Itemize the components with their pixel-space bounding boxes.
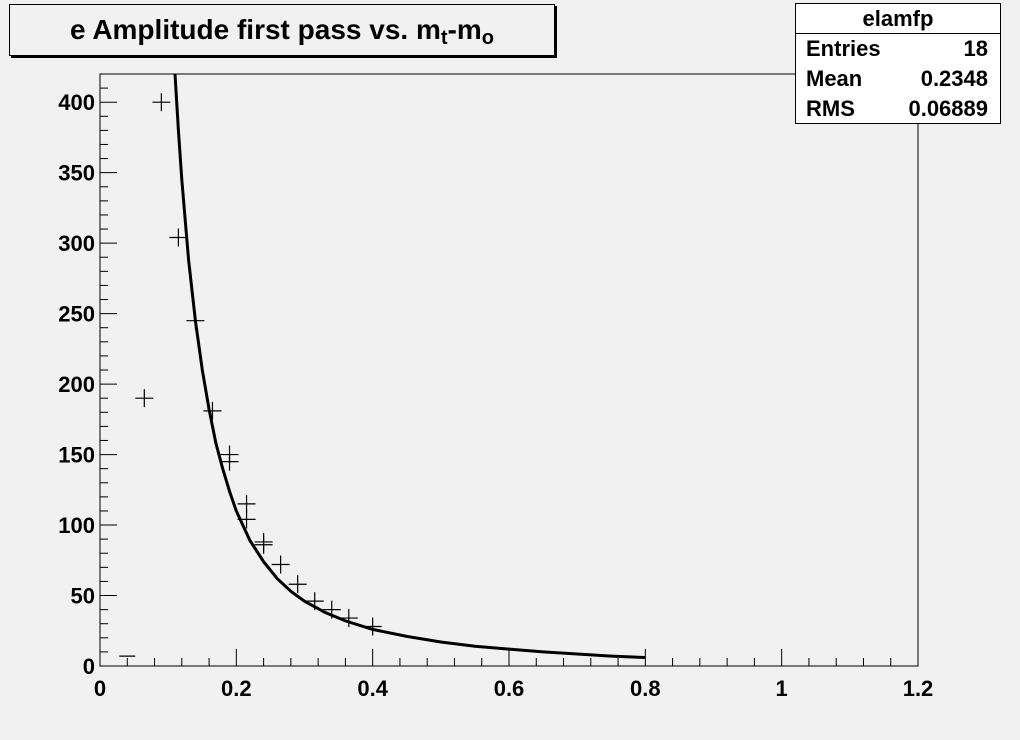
data-point bbox=[135, 389, 154, 408]
y-tick-label: 150 bbox=[58, 443, 95, 468]
x-tick-label: 0.4 bbox=[357, 676, 388, 701]
stats-row-rms: RMS 0.06889 bbox=[796, 94, 1000, 124]
y-tick-label: 250 bbox=[58, 302, 95, 327]
data-point bbox=[237, 510, 256, 529]
x-tick-label: 1.2 bbox=[903, 676, 934, 701]
y-tick-label: 100 bbox=[58, 513, 95, 538]
data-point bbox=[237, 494, 256, 513]
fit-curve-group bbox=[173, 73, 646, 659]
data-point bbox=[220, 452, 239, 471]
y-tick-label: 0 bbox=[83, 654, 95, 679]
data-point bbox=[186, 311, 205, 330]
y-tick-label: 300 bbox=[58, 231, 95, 256]
x-tick-label: 0 bbox=[94, 676, 106, 701]
data-point bbox=[288, 575, 307, 594]
data-point bbox=[322, 600, 341, 619]
stats-value: 18 bbox=[963, 36, 988, 61]
stats-value: 0.06889 bbox=[908, 96, 988, 121]
data-points bbox=[119, 93, 382, 657]
title-sub-o: o bbox=[481, 26, 494, 49]
data-point bbox=[339, 609, 358, 628]
data-point bbox=[271, 555, 290, 574]
x-tick-label: 0.8 bbox=[630, 676, 661, 701]
y-tick-label: 50 bbox=[71, 584, 95, 609]
stats-label: RMS bbox=[806, 96, 855, 121]
data-point bbox=[254, 535, 273, 554]
x-tick-label: 1 bbox=[776, 676, 788, 701]
stats-label: Entries bbox=[806, 36, 881, 61]
title-mid: -m bbox=[447, 14, 482, 45]
stats-row-entries: Entries 18 bbox=[796, 34, 1000, 64]
stats-value: 0.2348 bbox=[920, 66, 988, 91]
stats-name: elamfp bbox=[796, 4, 1000, 34]
data-point bbox=[203, 401, 222, 420]
data-point bbox=[363, 617, 382, 636]
y-tick-label: 350 bbox=[58, 161, 95, 186]
stats-box: elamfp Entries 18 Mean 0.2348 RMS 0.0688… bbox=[795, 3, 1001, 124]
title-main: e Amplitude first pass vs. m bbox=[70, 14, 441, 45]
fit-curve bbox=[173, 73, 646, 659]
title-sub-t: t bbox=[440, 26, 448, 49]
data-point bbox=[305, 592, 324, 611]
stats-label: Mean bbox=[806, 66, 863, 91]
x-tick-label: 0.2 bbox=[221, 676, 252, 701]
x-tick-label: 0.6 bbox=[494, 676, 525, 701]
data-point bbox=[169, 228, 188, 247]
chart-title: e Amplitude first pass vs. m t -m o bbox=[9, 4, 555, 56]
y-tick-label: 200 bbox=[58, 372, 95, 397]
stats-row-mean: Mean 0.2348 bbox=[796, 64, 1000, 94]
data-point bbox=[152, 93, 171, 112]
axes: 0 0.2 0.4 0.6 0.8 1 1.2 0 50 100 150 200 250 300 350 40… bbox=[58, 73, 934, 701]
y-tick-label: 400 bbox=[58, 90, 95, 115]
plot-frame bbox=[99, 73, 919, 667]
